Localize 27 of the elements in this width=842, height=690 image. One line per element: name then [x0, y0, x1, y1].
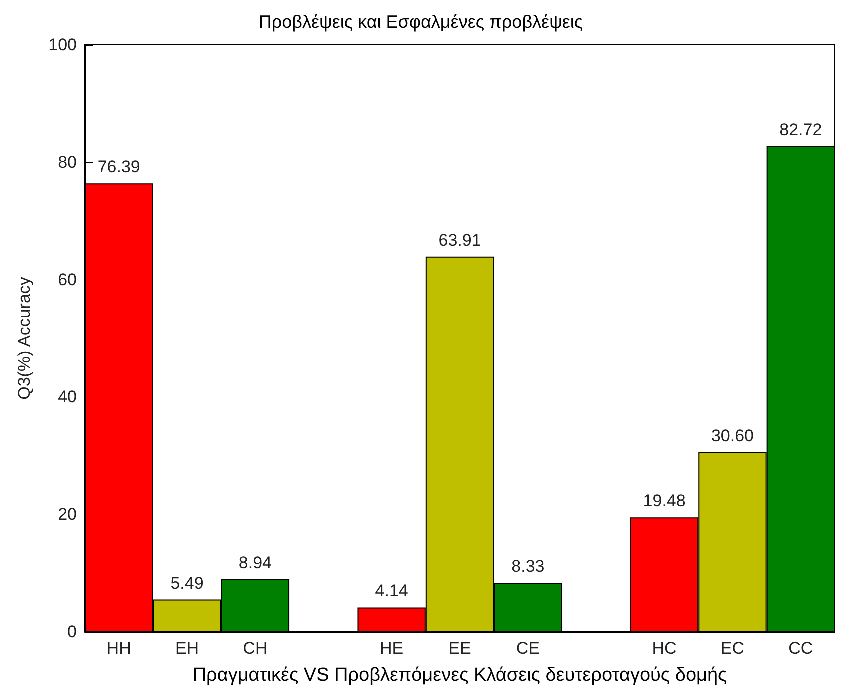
x-tick-label: EH: [175, 639, 200, 658]
x-tick-label: CC: [788, 639, 814, 658]
x-tick-label: HH: [106, 639, 132, 658]
y-tick-label: 0: [68, 622, 77, 642]
y-tick-label: 60: [58, 270, 77, 290]
x-tick-label: EC: [720, 639, 745, 658]
y-tick-label: 20: [58, 505, 77, 524]
x-tick-label: CH: [243, 639, 268, 658]
y-axis-title: Q3(%) Accuracy: [15, 276, 34, 400]
data-label: 4.14: [375, 582, 408, 601]
y-tick-label: 80: [58, 152, 77, 172]
chart-title: Προβλέψεις και Εσφαλμένες προβλέψεις: [258, 12, 584, 32]
data-label: 5.49: [170, 574, 204, 593]
data-label: 63.91: [438, 230, 482, 250]
y-tick-label: 100: [48, 36, 77, 54]
data-label: 8.94: [238, 554, 272, 573]
x-tick-label: EE: [448, 639, 472, 658]
x-axis-title: Πραγματικές VS Προβλεπόμενες Κλάσεις δευτεροταγούς δομής: [192, 665, 728, 686]
data-label: 76.39: [98, 158, 140, 177]
y-tick-label: 40: [58, 388, 77, 407]
x-tick-label: HE: [380, 639, 404, 658]
data-label: 82.72: [780, 120, 822, 140]
data-label: 19.48: [643, 492, 686, 511]
x-tick-label: HC: [652, 639, 677, 658]
data-label: 30.60: [711, 426, 754, 446]
x-tick-label: CE: [516, 639, 540, 658]
data-label: 8.33: [512, 557, 545, 576]
